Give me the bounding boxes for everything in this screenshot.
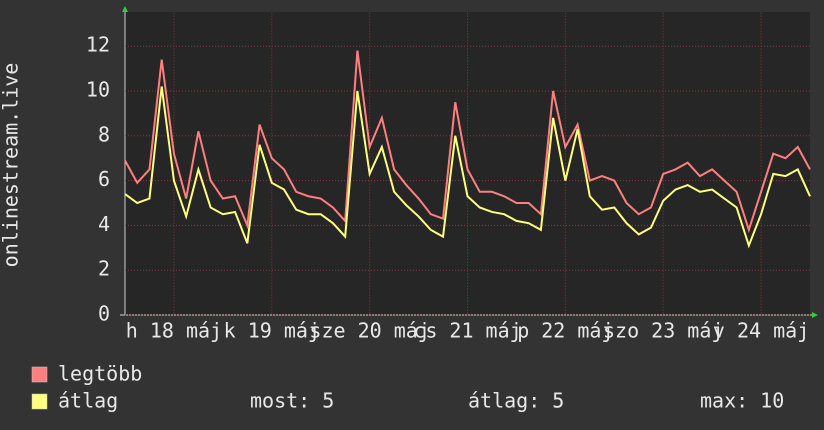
summary-value: 5 [552,389,564,413]
legend-swatch [31,393,48,410]
y-tick-label: 0 [98,302,110,326]
x-tick-label: k 19 máj [224,319,320,343]
legend-swatch [31,366,48,383]
y-tick-label: 2 [98,257,110,281]
y-tick-label: 6 [98,167,110,191]
series-line [124,86,811,249]
legend-label: legtöbb [58,362,142,386]
summary-label: max: [700,389,748,413]
x-tick-label: p 22 máj [517,319,613,343]
y-tick-label: 10 [86,78,110,102]
x-tick-label: h 18 máj [126,319,222,343]
x-tick-label: v 24 máj [713,319,809,343]
summary-label: most: [250,389,310,413]
x-tick-label: szo 23 máj [603,319,723,343]
y-tick-label: 4 [98,212,110,236]
x-tick-label: sze 20 máj [309,319,429,343]
summary-label: átlag: [468,389,540,413]
x-tick-label: cs 21 máj [413,319,521,343]
summary-value: 10 [760,389,784,413]
axis-arrow [122,6,128,12]
summary-value: 5 [322,389,334,413]
y-tick-label: 12 [86,33,110,57]
axis-arrow [812,312,818,318]
legend-label: átlag [58,389,118,413]
y-tick-label: 8 [98,122,110,146]
series-line [124,50,811,234]
y-axis-label: onlinestream.live [0,63,23,268]
